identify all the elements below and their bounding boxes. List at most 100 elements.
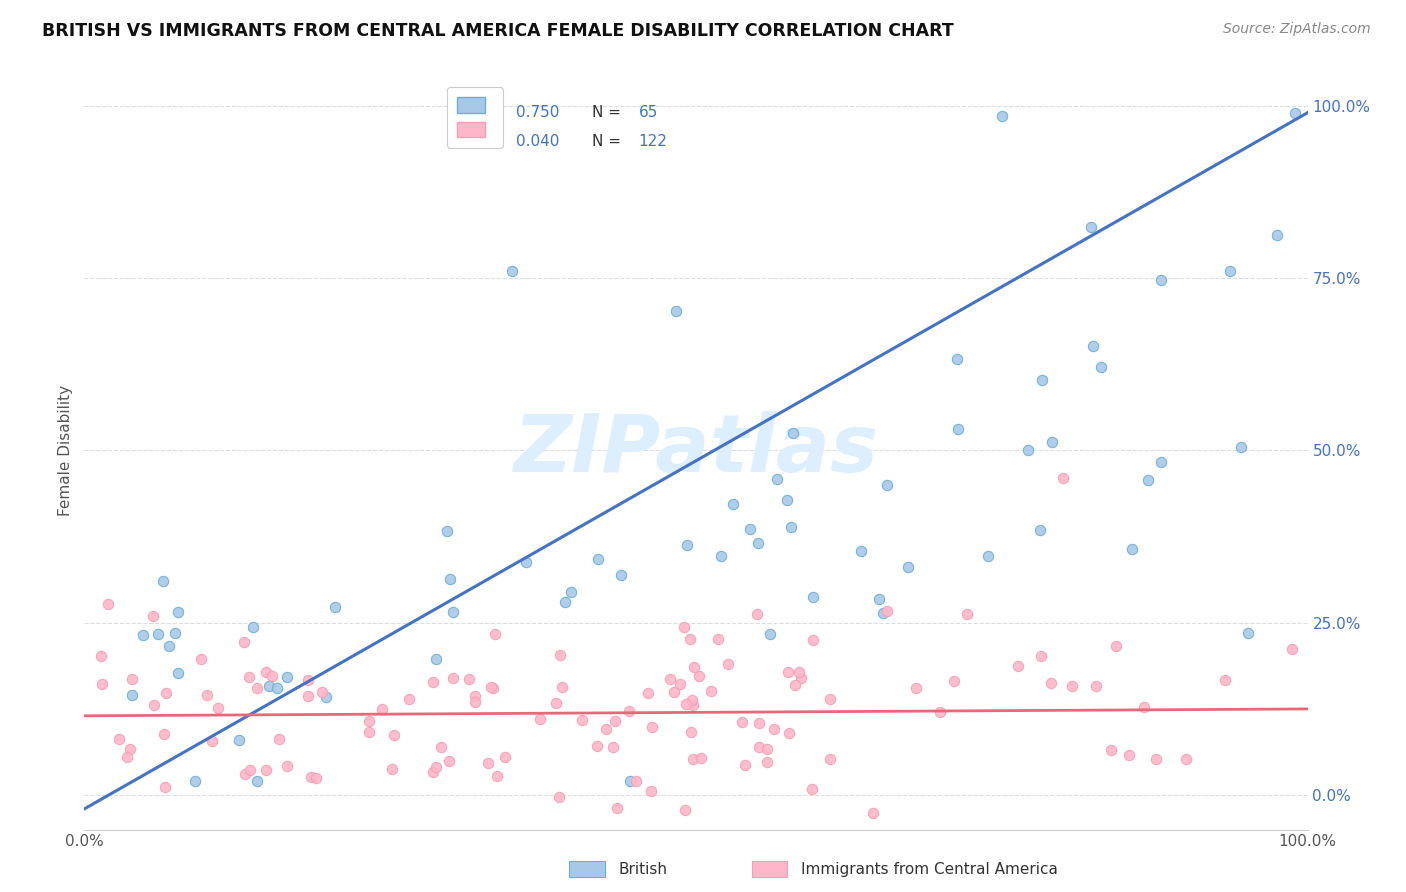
Point [502,264,524,278]
Point [97,597,120,611]
Point [775,492,797,507]
Point [238,670,260,684]
Point [707,632,730,647]
Point [897,560,920,574]
Point [422,674,444,689]
Point [1284,105,1306,120]
Point [425,651,447,665]
Point [868,591,890,606]
Point [1080,220,1102,235]
Point [721,497,744,511]
Point [688,668,710,682]
Point [1237,626,1260,640]
Point [299,770,322,784]
Point [157,639,180,653]
Point [398,692,420,706]
Point [801,633,824,648]
Point [357,725,380,739]
Text: ZIPatlas: ZIPatlas [513,411,879,490]
Point [734,757,756,772]
Point [682,752,704,766]
Point [1150,455,1173,469]
Point [371,702,394,716]
Point [942,673,965,688]
Point [121,688,143,702]
Point [1118,747,1140,762]
Point [790,672,813,686]
Text: British: British [619,863,668,877]
Text: N =: N = [592,105,621,120]
Point [441,671,464,685]
Point [1137,473,1160,487]
Point [439,572,461,586]
Legend: , : , [447,87,503,148]
Point [849,544,872,558]
Point [717,657,740,672]
Point [297,689,319,703]
Point [905,681,928,696]
Point [658,672,681,686]
Point [242,619,264,633]
Point [276,670,298,684]
Point [142,698,165,712]
Point [619,774,641,789]
Point [429,739,451,754]
Point [1031,373,1053,387]
Point [991,109,1014,123]
Point [190,652,212,666]
Point [710,549,733,563]
Point [637,686,659,700]
Point [201,734,224,748]
Point [785,678,807,692]
Point [681,724,703,739]
Point [818,752,841,766]
Point [458,672,481,686]
Point [207,701,229,715]
Y-axis label: Female Disability: Female Disability [58,384,73,516]
Text: R =: R = [470,134,498,149]
Point [1265,227,1288,242]
Point [464,694,486,708]
Point [682,698,704,712]
Point [228,732,250,747]
Point [297,673,319,687]
Point [153,727,176,741]
Point [586,552,609,566]
Point [142,608,165,623]
Point [789,665,811,679]
Point [673,803,696,817]
Point [977,549,1000,563]
Point [311,684,333,698]
Text: R =: R = [470,105,498,120]
Point [681,693,703,707]
Point [610,568,633,582]
Text: 65: 65 [638,105,658,120]
Point [155,686,177,700]
Point [955,607,977,621]
Point [152,574,174,589]
Point [1031,649,1053,664]
Point [146,626,169,640]
Point [800,782,823,797]
Point [668,676,690,690]
Point [676,538,699,552]
Point [748,739,770,754]
Point [747,607,769,622]
Point [679,632,702,646]
Point [155,780,177,794]
Text: N =: N = [592,134,621,149]
Point [756,755,779,769]
Point [357,714,380,728]
Point [437,754,460,768]
Point [276,759,298,773]
Point [484,627,506,641]
Point [780,519,803,533]
Point [108,731,131,746]
Point [1085,679,1108,693]
Point [233,767,256,781]
Point [1133,700,1156,714]
Point [818,691,841,706]
Point [776,665,799,680]
Text: 0.750: 0.750 [516,105,560,120]
Point [544,696,567,710]
